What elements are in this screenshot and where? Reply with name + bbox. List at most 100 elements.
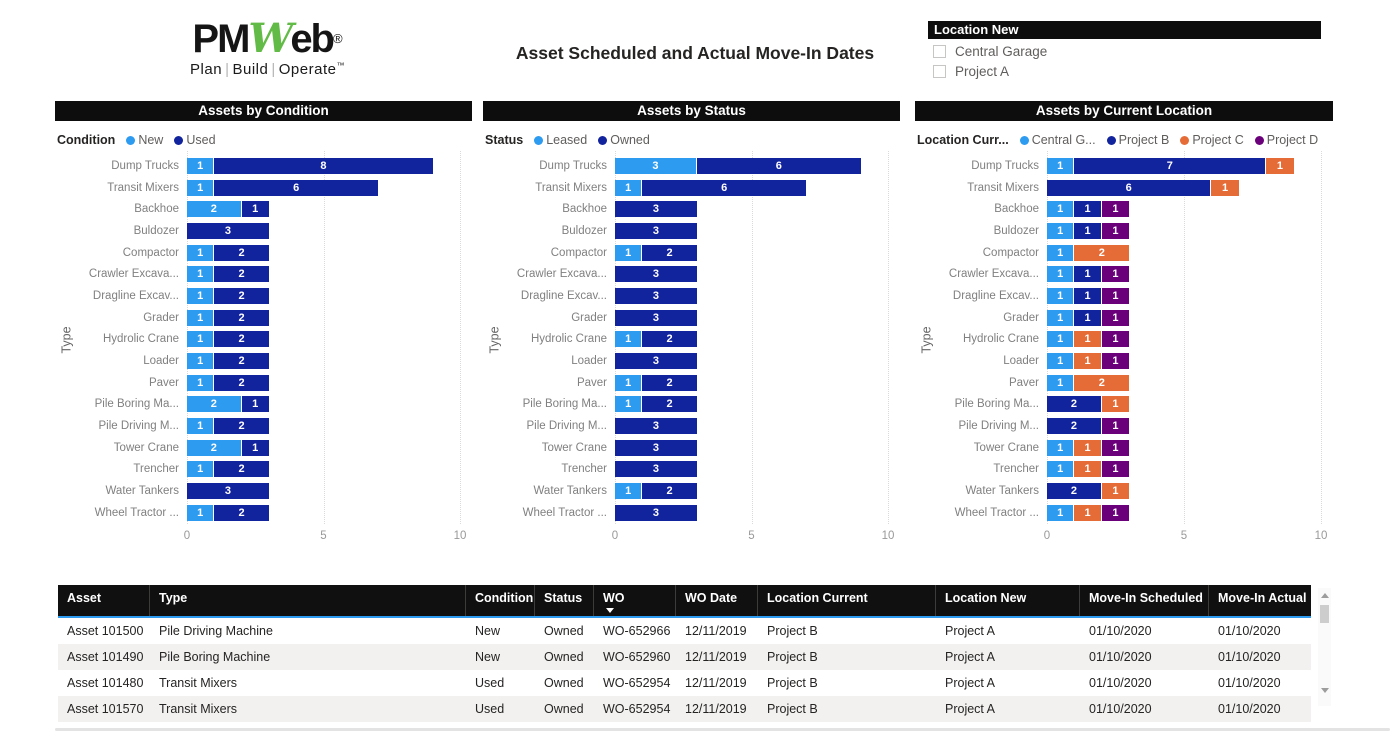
legend-item-new[interactable]: New [126, 133, 163, 147]
bar-segment-project-c[interactable]: 2 [1074, 244, 1130, 261]
filter-option-central-garage[interactable]: Central Garage [928, 44, 1321, 59]
bar-segment-used[interactable]: 2 [214, 461, 269, 478]
bar-segment-new[interactable]: 1 [187, 504, 215, 521]
bar-segment-owned[interactable]: 6 [696, 157, 861, 174]
checkbox-central-garage[interactable] [933, 45, 946, 58]
bar-segment-project-d[interactable]: 1 [1101, 201, 1130, 218]
bar-hydrolic-crane[interactable]: 1 1 1 [1047, 331, 1321, 348]
bar-segment-leased[interactable]: 1 [615, 483, 643, 500]
bar-segment-used[interactable]: 1 [241, 201, 269, 218]
bar-segment-project-d[interactable]: 1 [1101, 353, 1130, 370]
filter-option-project-a[interactable]: Project A [928, 64, 1321, 79]
table-row[interactable]: Asset 101500 Pile Driving Machine New Owned… [58, 618, 1311, 644]
bar-segment-owned[interactable]: 2 [642, 374, 697, 391]
bar-tower-crane[interactable]: 1 1 1 [1047, 439, 1321, 456]
bar-segment-owned[interactable]: 6 [642, 179, 807, 196]
bar-segment-new[interactable]: 2 [187, 439, 242, 456]
bar-crawler-excava[interactable]: 3 [615, 266, 888, 283]
bar-segment-owned[interactable]: 3 [615, 504, 697, 521]
bar-segment-project-d[interactable]: 1 [1101, 461, 1130, 478]
bar-segment-new[interactable]: 1 [187, 179, 215, 196]
table-row[interactable]: Asset 101570 Transit Mixers Used Owned WO-65… [58, 696, 1311, 722]
bar-backhoe[interactable]: 3 [615, 201, 888, 218]
bar-segment-project-b[interactable]: 1 [1074, 309, 1102, 326]
bar-segment-project-c[interactable]: 1 [1211, 179, 1239, 196]
bar-segment-new[interactable]: 2 [187, 201, 242, 218]
bar-segment-owned[interactable]: 3 [615, 201, 697, 218]
table-vertical-scrollbar[interactable] [1318, 588, 1331, 706]
bar-segment-project-d[interactable]: 1 [1101, 504, 1130, 521]
bar-segment-project-d[interactable]: 1 [1101, 331, 1130, 348]
table-row[interactable]: Asset 101490 Pile Boring Machine New Owned W… [58, 644, 1311, 670]
legend-item-project-b[interactable]: Project B [1106, 133, 1169, 147]
bar-segment-used[interactable]: 3 [187, 483, 269, 500]
bar-segment-owned[interactable]: 3 [615, 287, 697, 304]
table-row[interactable]: Asset 101480 Transit Mixers Used Owned WO-65… [58, 670, 1311, 696]
bar-segment-central-g[interactable]: 1 [1047, 157, 1075, 174]
bar-segment-owned[interactable]: 3 [615, 309, 697, 326]
bar-segment-project-d[interactable]: 1 [1101, 287, 1130, 304]
column-header-condition[interactable]: Condition [466, 585, 535, 616]
bar-pile-driving-m[interactable]: 3 [615, 418, 888, 435]
bar-segment-project-c[interactable]: 1 [1101, 483, 1130, 500]
bar-segment-used[interactable]: 2 [214, 504, 269, 521]
scroll-up-icon[interactable] [1321, 593, 1329, 598]
bar-segment-used[interactable]: 2 [214, 353, 269, 370]
bar-segment-used[interactable]: 2 [214, 244, 269, 261]
bar-crawler-excava[interactable]: 1 1 1 [1047, 266, 1321, 283]
bar-segment-new[interactable]: 1 [187, 157, 215, 174]
bar-segment-project-b[interactable]: 1 [1074, 201, 1102, 218]
bar-wheel-tractor[interactable]: 3 [615, 504, 888, 521]
bar-segment-used[interactable]: 2 [214, 374, 269, 391]
bar-trencher[interactable]: 1 1 1 [1047, 461, 1321, 478]
bar-segment-new[interactable]: 1 [187, 353, 215, 370]
bar-segment-new[interactable]: 1 [187, 374, 215, 391]
bar-loader[interactable]: 3 [615, 353, 888, 370]
bar-segment-owned[interactable]: 3 [615, 439, 697, 456]
column-header-asset[interactable]: Asset [58, 585, 150, 616]
bar-segment-owned[interactable]: 2 [642, 396, 697, 413]
bar-trencher[interactable]: 3 [615, 461, 888, 478]
legend-item-project-c[interactable]: Project C [1180, 133, 1244, 147]
bar-segment-project-c[interactable]: 1 [1074, 439, 1102, 456]
bar-segment-new[interactable]: 1 [187, 331, 215, 348]
legend-item-leased[interactable]: Leased [534, 133, 587, 147]
bar-segment-project-d[interactable]: 1 [1101, 309, 1130, 326]
bar-segment-central-g[interactable]: 1 [1047, 266, 1075, 283]
bar-segment-central-g[interactable]: 1 [1047, 439, 1075, 456]
bar-backhoe[interactable]: 1 1 1 [1047, 201, 1321, 218]
legend-item-used[interactable]: Used [174, 133, 216, 147]
horizontal-scrollbar-track[interactable] [55, 728, 1390, 731]
column-header-move-in-scheduled[interactable]: Move-In Scheduled [1080, 585, 1209, 616]
bar-segment-project-c[interactable]: 2 [1074, 374, 1130, 391]
bar-segment-new[interactable]: 1 [187, 266, 215, 283]
bar-segment-central-g[interactable]: 1 [1047, 374, 1075, 391]
column-header-move-in-actual[interactable]: Move-In Actual [1209, 585, 1311, 616]
bar-segment-new[interactable]: 2 [187, 396, 242, 413]
bar-dragline-excav[interactable]: 3 [615, 287, 888, 304]
scroll-down-icon[interactable] [1321, 688, 1329, 693]
bar-segment-central-g[interactable]: 1 [1047, 222, 1075, 239]
bar-buldozer[interactable]: 3 [187, 222, 460, 239]
bar-segment-new[interactable]: 1 [187, 244, 215, 261]
bar-segment-leased[interactable]: 1 [615, 179, 643, 196]
bar-segment-used[interactable]: 3 [187, 222, 269, 239]
bar-segment-used[interactable]: 2 [214, 266, 269, 283]
